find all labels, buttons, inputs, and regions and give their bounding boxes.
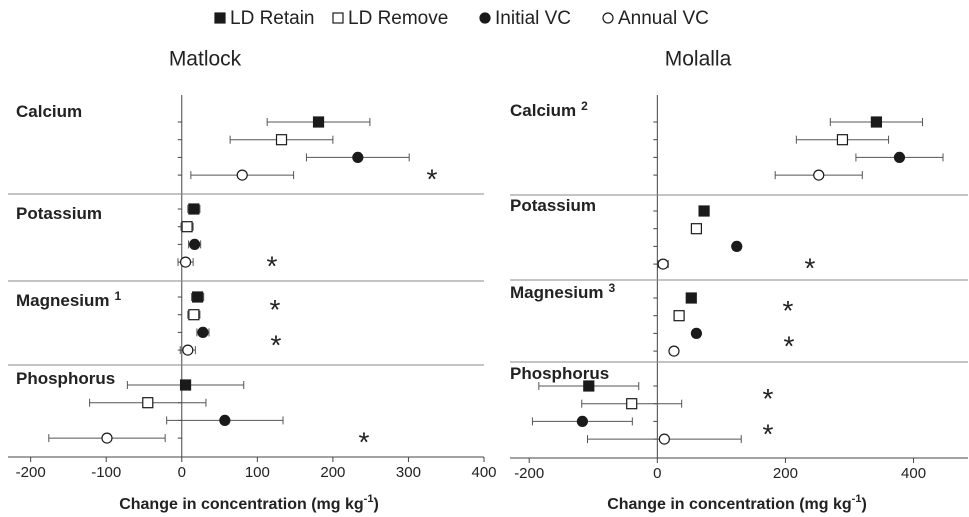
category-name: Phosphorus	[510, 364, 609, 383]
x-tick-label: 400	[471, 464, 496, 481]
x-tick-label: -100	[91, 464, 121, 481]
x-axis-label: Change in concentration (mg kg-1)	[119, 493, 379, 513]
x-tick-label: 100	[245, 464, 270, 481]
category-name: Calcium	[510, 101, 576, 120]
significance-mark: *	[359, 426, 370, 457]
x-tick-label: 400	[901, 465, 926, 482]
significance-mark: *	[427, 163, 438, 194]
x-tick-label: 200	[773, 465, 798, 482]
panel-title: Matlock	[169, 48, 242, 71]
marker	[576, 415, 588, 427]
marker	[352, 151, 364, 163]
category-label: Calcium 2	[510, 99, 588, 120]
legend-label: LD Retain	[230, 8, 315, 29]
marker	[197, 326, 209, 338]
marker	[236, 169, 248, 181]
legend-item: LD Retain	[214, 8, 315, 29]
marker	[690, 327, 703, 339]
x-tick-label: 0	[178, 464, 186, 481]
marker	[685, 292, 697, 304]
x-tick-label: 300	[396, 464, 421, 481]
category-note: 2	[581, 99, 588, 113]
marker	[698, 205, 710, 217]
marker	[479, 12, 491, 24]
marker	[192, 291, 204, 303]
marker	[312, 116, 325, 128]
category-note: 3	[609, 281, 616, 295]
legend-label: LD Remove	[348, 8, 448, 29]
marker	[189, 238, 201, 250]
marker	[219, 414, 231, 426]
category-name: Potassium	[16, 204, 102, 223]
x-label-sup: -1	[364, 493, 374, 505]
marker	[673, 310, 685, 322]
marker	[275, 134, 288, 146]
marker	[813, 169, 825, 181]
marker	[188, 203, 200, 215]
category-name: Magnesium	[16, 291, 110, 310]
marker	[602, 12, 614, 24]
legend-label: Initial VC	[495, 8, 571, 29]
category-label: Magnesium 1	[16, 289, 122, 310]
marker	[731, 240, 743, 252]
category-label: Phosphorus	[16, 369, 115, 388]
x-label-sup: -1	[852, 493, 862, 505]
legend-label: Annual VC	[618, 8, 709, 29]
x-label-end: )	[373, 496, 378, 513]
x-tick-label: -200	[514, 465, 544, 482]
significance-mark: *	[763, 383, 774, 414]
panel-title: Molalla	[665, 48, 732, 71]
category-name: Calcium	[16, 102, 82, 121]
marker	[658, 433, 670, 445]
legend-item: LD Remove	[332, 8, 448, 29]
significance-mark: *	[267, 250, 278, 281]
category-label: Potassium	[510, 196, 596, 215]
x-label-main: Change in concentration (mg kg	[607, 496, 851, 513]
marker	[142, 397, 154, 409]
category-name: Potassium	[510, 196, 596, 215]
category-label: Magnesium 3	[510, 281, 616, 302]
marker	[182, 344, 194, 356]
marker	[657, 258, 669, 270]
significance-mark: *	[783, 295, 794, 326]
marker	[179, 256, 192, 268]
category-note: 1	[115, 289, 122, 303]
significance-mark: *	[270, 294, 281, 325]
category-name: Phosphorus	[16, 369, 115, 388]
marker	[836, 134, 849, 146]
marker	[214, 12, 226, 24]
significance-mark: *	[271, 330, 282, 361]
marker	[626, 398, 638, 410]
legend-item: Initial VC	[479, 8, 571, 29]
marker	[668, 345, 680, 357]
x-label-end: )	[861, 496, 866, 513]
x-tick-label: -200	[16, 464, 46, 481]
marker	[583, 380, 595, 392]
x-axis-label: Change in concentration (mg kg-1)	[607, 493, 867, 513]
marker	[690, 223, 703, 235]
marker	[188, 309, 200, 321]
category-name: Magnesium	[510, 283, 604, 302]
x-label-main: Change in concentration (mg kg	[119, 496, 363, 513]
marker	[870, 116, 883, 128]
marker	[181, 221, 193, 233]
marker	[893, 151, 906, 163]
legend-item: Annual VC	[602, 8, 709, 29]
x-tick-label: 200	[320, 464, 345, 481]
significance-mark: *	[763, 419, 774, 450]
x-tick-label: 0	[653, 465, 661, 482]
marker	[101, 432, 113, 444]
category-label: Calcium	[16, 102, 82, 121]
category-label: Phosphorus	[510, 364, 609, 383]
marker	[332, 12, 344, 24]
significance-mark: *	[805, 252, 816, 283]
significance-mark: *	[784, 331, 795, 362]
category-label: Potassium	[16, 204, 102, 223]
marker	[179, 379, 192, 391]
